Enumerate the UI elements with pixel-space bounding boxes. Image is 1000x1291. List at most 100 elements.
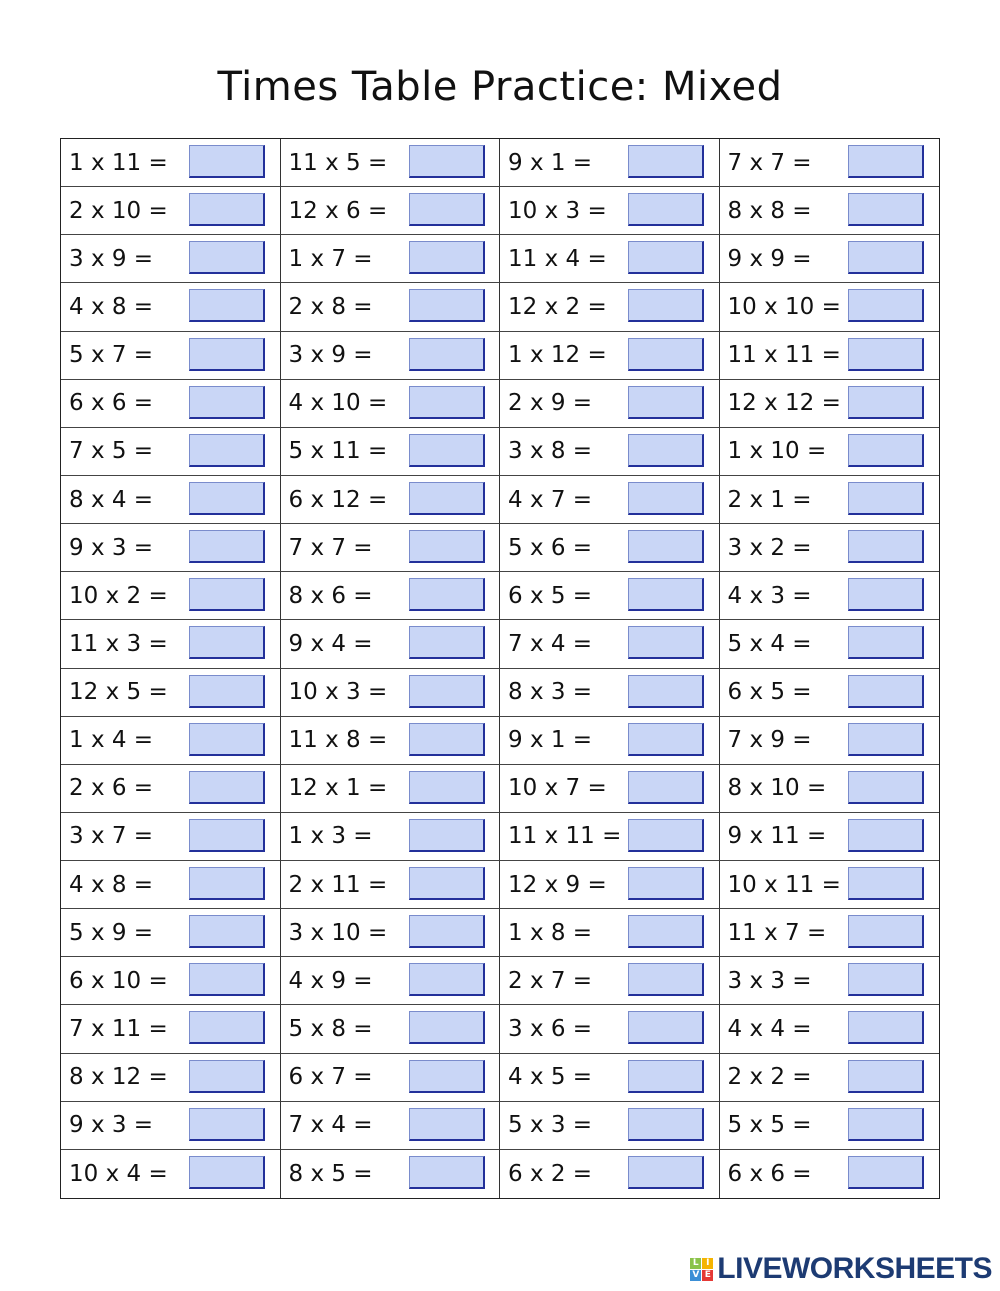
- problem-text: 11 x 5 =: [288, 149, 388, 176]
- answer-input[interactable]: [408, 433, 485, 467]
- problem-cell: 9 x 4 =: [280, 620, 500, 669]
- answer-input[interactable]: [847, 770, 924, 804]
- answer-input[interactable]: [628, 433, 704, 467]
- answer-input[interactable]: [189, 915, 265, 949]
- answer-input[interactable]: [628, 674, 704, 708]
- answer-input[interactable]: [847, 626, 924, 660]
- problem-cell: 11 x 7 =: [719, 909, 939, 958]
- answer-input[interactable]: [628, 915, 704, 949]
- answer-input[interactable]: [847, 915, 924, 949]
- answer-input[interactable]: [189, 385, 265, 419]
- answer-input[interactable]: [847, 337, 924, 371]
- answer-input[interactable]: [847, 818, 924, 852]
- answer-input[interactable]: [408, 1107, 485, 1141]
- problem-text: 4 x 10 =: [288, 390, 388, 417]
- answer-input[interactable]: [408, 578, 485, 612]
- answer-input[interactable]: [408, 289, 485, 323]
- answer-input[interactable]: [847, 385, 924, 419]
- answer-input[interactable]: [847, 1059, 924, 1093]
- answer-input[interactable]: [408, 241, 485, 275]
- answer-input[interactable]: [408, 1011, 485, 1045]
- answer-input[interactable]: [189, 770, 265, 804]
- answer-input[interactable]: [847, 722, 924, 756]
- answer-input[interactable]: [628, 241, 704, 275]
- answer-input[interactable]: [408, 818, 485, 852]
- answer-input[interactable]: [628, 1059, 704, 1093]
- answer-input[interactable]: [847, 481, 924, 515]
- answer-input[interactable]: [628, 1107, 704, 1141]
- answer-input[interactable]: [189, 1011, 265, 1045]
- answer-input[interactable]: [628, 289, 704, 323]
- answer-input[interactable]: [847, 433, 924, 467]
- answer-input[interactable]: [628, 770, 704, 804]
- problem-cell: 10 x 3 =: [280, 668, 500, 717]
- answer-input[interactable]: [189, 289, 265, 323]
- answer-input[interactable]: [628, 1155, 704, 1189]
- answer-input[interactable]: [847, 145, 924, 178]
- answer-input[interactable]: [628, 385, 704, 419]
- answer-input[interactable]: [628, 337, 704, 371]
- answer-input[interactable]: [847, 963, 924, 997]
- answer-input[interactable]: [189, 722, 265, 756]
- answer-input[interactable]: [628, 818, 704, 852]
- problem-text: 8 x 6 =: [288, 582, 373, 609]
- answer-input[interactable]: [847, 193, 924, 227]
- answer-input[interactable]: [408, 915, 485, 949]
- problem-text: 2 x 6 =: [69, 775, 154, 802]
- answer-input[interactable]: [189, 674, 265, 708]
- answer-input[interactable]: [628, 530, 704, 564]
- answer-input[interactable]: [628, 193, 704, 227]
- answer-input[interactable]: [408, 770, 485, 804]
- answer-input[interactable]: [847, 867, 924, 901]
- answer-input[interactable]: [628, 626, 704, 660]
- answer-input[interactable]: [628, 722, 704, 756]
- answer-input[interactable]: [189, 867, 265, 901]
- answer-input[interactable]: [408, 867, 485, 901]
- answer-input[interactable]: [628, 578, 704, 612]
- answer-input[interactable]: [189, 1155, 265, 1189]
- answer-input[interactable]: [847, 1107, 924, 1141]
- answer-input[interactable]: [189, 241, 265, 275]
- answer-input[interactable]: [189, 145, 265, 178]
- answer-input[interactable]: [408, 193, 485, 227]
- answer-input[interactable]: [628, 481, 704, 515]
- answer-input[interactable]: [189, 433, 265, 467]
- answer-input[interactable]: [408, 674, 485, 708]
- liveworksheets-logo: L I V E LIVEWORKSHEETS: [690, 1252, 992, 1286]
- answer-input[interactable]: [628, 963, 704, 997]
- answer-input[interactable]: [189, 337, 265, 371]
- answer-input[interactable]: [408, 481, 485, 515]
- answer-input[interactable]: [408, 1059, 485, 1093]
- answer-input[interactable]: [628, 1011, 704, 1045]
- answer-input[interactable]: [189, 481, 265, 515]
- problem-cell: 2 x 8 =: [280, 283, 500, 332]
- answer-input[interactable]: [847, 241, 924, 275]
- answer-input[interactable]: [189, 1107, 265, 1141]
- answer-input[interactable]: [847, 578, 924, 612]
- answer-input[interactable]: [408, 963, 485, 997]
- problem-cell: 4 x 8 =: [61, 283, 281, 332]
- problem-text: 7 x 9 =: [727, 727, 812, 754]
- answer-input[interactable]: [847, 530, 924, 564]
- answer-input[interactable]: [408, 337, 485, 371]
- answer-input[interactable]: [189, 193, 265, 227]
- answer-input[interactable]: [847, 1155, 924, 1189]
- answer-input[interactable]: [189, 963, 265, 997]
- answer-input[interactable]: [408, 145, 485, 178]
- answer-input[interactable]: [847, 674, 924, 708]
- answer-input[interactable]: [189, 818, 265, 852]
- answer-input[interactable]: [408, 1155, 485, 1189]
- answer-input[interactable]: [408, 626, 485, 660]
- answer-input[interactable]: [847, 1011, 924, 1045]
- answer-input[interactable]: [847, 289, 924, 323]
- answer-input[interactable]: [408, 385, 485, 419]
- answer-input[interactable]: [628, 145, 704, 178]
- answer-input[interactable]: [628, 867, 704, 901]
- answer-input[interactable]: [408, 530, 485, 564]
- answer-input[interactable]: [189, 578, 265, 612]
- problem-cell: 1 x 4 =: [61, 716, 281, 765]
- answer-input[interactable]: [189, 626, 265, 660]
- answer-input[interactable]: [189, 1059, 265, 1093]
- answer-input[interactable]: [408, 722, 485, 756]
- answer-input[interactable]: [189, 530, 265, 564]
